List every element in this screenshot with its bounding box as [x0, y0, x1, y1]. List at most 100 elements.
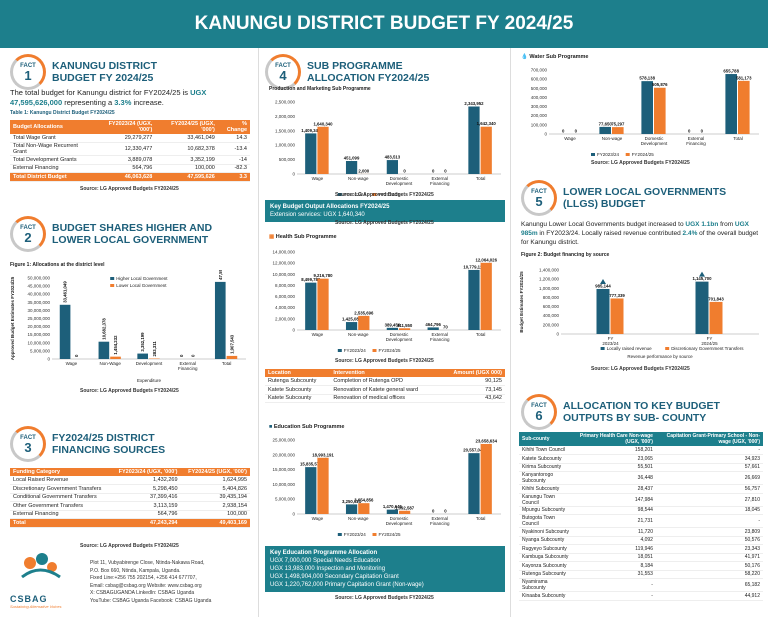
- intervention-table: Location Intervention Amount (UGX 000) Rute…: [265, 369, 505, 403]
- bar: [317, 457, 329, 514]
- table-cell: 50,576: [655, 536, 763, 545]
- table-row: Nyanga Subcounty 4,092 50,576: [519, 536, 763, 545]
- table-cell: External Financing: [10, 164, 93, 173]
- data-label: 1,092,587: [395, 505, 415, 510]
- table-cell: Renovation of Katete general ward: [330, 385, 440, 395]
- x-tick-label: Wage: [66, 361, 78, 366]
- y-tick-label: 35,000,000: [27, 300, 50, 305]
- legend-swatch: [625, 153, 630, 156]
- data-label: 2,000: [358, 168, 369, 173]
- data-label: 0: [688, 129, 691, 134]
- table-cell: Kambuga Subcounty: [519, 553, 574, 562]
- fact3-heading: FACT 3 FY2024/25 DISTRICT FINANCING SOURCE…: [10, 426, 165, 462]
- data-label: 1,640,340: [313, 121, 333, 126]
- x-tick-label: Wage: [312, 332, 324, 337]
- data-label: 1,470,645: [383, 504, 403, 509]
- table-cell: Katete Subcounty: [519, 454, 574, 464]
- table-cell: 4,092: [573, 536, 656, 545]
- y-tick-label: 25,000,000: [272, 438, 295, 443]
- table-cell: Rutenga Subcounty: [265, 377, 331, 386]
- table-row: Kambuga Subcounty 18,051 41,971: [519, 553, 763, 562]
- fig1-chart: 0 5,000,000 10,000,000 15,000,000 20,000,000…: [6, 270, 252, 385]
- table-cell: 65,182: [655, 578, 763, 592]
- bar: [654, 87, 666, 134]
- y-tick-label: 15,000,000: [27, 332, 50, 337]
- data-label: 0: [444, 169, 447, 174]
- y-tick-label: 100,000: [531, 122, 548, 127]
- edu-source: Source: LG Approved Budgets FY2024/25: [335, 595, 434, 601]
- csbag-logo: CSBAG Sustaining Alternative Voices: [10, 547, 90, 609]
- data-label: 10,779,116: [463, 264, 485, 269]
- legend-swatch: [591, 153, 595, 156]
- x-tick-label: Domestic: [645, 136, 665, 141]
- y-tick-label: 1,500,000: [275, 128, 296, 133]
- table-cell: 29,279,277: [92, 134, 156, 143]
- table-cell: 14.3: [217, 134, 250, 143]
- y-tick-label: 6,000,000: [275, 294, 296, 299]
- data-label: 464,796: [425, 322, 441, 327]
- table-row: Kihihi Subcounty 28,437 56,757: [519, 484, 763, 494]
- table-cell: 18,051: [573, 553, 656, 562]
- y-tick-label: 0: [47, 357, 50, 362]
- data-label: 70: [443, 324, 448, 329]
- legend-swatch: [110, 277, 115, 280]
- y-tick-label: 1,200,000: [539, 277, 560, 282]
- y-tick-label: 2,500,000: [275, 100, 296, 105]
- health-chart: 0 2,000,000 4,000,000 6,000,000 8,000,000 10,…: [263, 242, 507, 356]
- table-cell: Butogota Town Council: [519, 514, 574, 528]
- bar: [709, 301, 723, 334]
- bar: [468, 269, 480, 330]
- bar: [695, 281, 709, 334]
- table-header: Sub-county: [519, 432, 574, 446]
- data-label: 9,216,780: [313, 273, 333, 278]
- table-cell: 41,971: [655, 553, 763, 562]
- prod-title: Production and Marketing Sub Programme: [269, 86, 371, 92]
- bar: [738, 80, 750, 134]
- data-label: 985,144: [595, 283, 611, 288]
- y-tick-label: 14,000,000: [272, 250, 295, 255]
- water-chart: 0 100,000 200,000 300,000 400,000 500,000 600,…: [515, 60, 765, 160]
- y-tick-label: 20,000,000: [272, 452, 295, 457]
- x-tick-label: Wage: [564, 136, 576, 141]
- x-tick-label: Total: [476, 516, 486, 521]
- x-tick-label: Wage: [312, 516, 324, 521]
- x-axis-label: Expenditure: [137, 378, 162, 383]
- fact2-heading: FACT 2 BUDGET SHARES HIGHER AND LOWER LOCA…: [10, 216, 212, 252]
- table-cell: 100,000: [155, 164, 218, 173]
- table-header: Primary Health Care Non-wage (UGX, '000'…: [573, 432, 656, 446]
- bar: [480, 443, 492, 514]
- table-cell: 12,330,477: [92, 142, 156, 156]
- table1-caption: Table 1: Kanungu District Budget FY2024/…: [10, 110, 115, 116]
- table-cell: -: [573, 591, 656, 601]
- data-label: 23,658,634: [475, 438, 497, 443]
- table-row: Kanyantorogo Subcounty 36,448 26,669: [519, 471, 763, 485]
- table-cell: Completion of Rutenga OPD: [330, 377, 440, 386]
- table-cell: 11,720: [573, 527, 656, 537]
- table-header: FY2023/24 (UGX, '000'): [92, 120, 156, 134]
- table-cell: 33,461,049: [155, 134, 218, 143]
- x-tick-label: Domestic: [390, 332, 410, 337]
- data-label: 1,642,340: [477, 121, 497, 126]
- table-row: Nyamirama Subcounty -65,182: [519, 578, 763, 592]
- bar: [610, 298, 624, 334]
- y-tick-label: 400,000: [543, 313, 560, 318]
- y-tick-label: 50,000,000: [27, 276, 50, 281]
- table-cell: 100,000: [180, 510, 250, 519]
- table-row: Rutenga Subcounty 31,553 58,220: [519, 570, 763, 579]
- table-cell: 8,184: [573, 561, 656, 571]
- data-label: 655,788: [723, 69, 739, 74]
- table-cell: 28,437: [573, 484, 656, 494]
- table-cell: -: [573, 578, 656, 592]
- y-tick-label: 12,000,000: [272, 261, 295, 266]
- bar: [725, 74, 737, 134]
- data-label: 0: [403, 169, 406, 174]
- fact1-source: Source: LG Approved Budgets FY2024/25: [80, 186, 179, 192]
- health-title: ▦ Health Sub Programme: [269, 234, 337, 240]
- bar: [345, 322, 358, 330]
- subcounty-table: Sub-county Primary Health Care Non-wage (…: [519, 432, 763, 601]
- table-cell: 564,796: [111, 510, 181, 519]
- water-source: Source: LG Approved Budgets FY2024/25: [591, 160, 690, 166]
- table-cell: 23,343: [655, 544, 763, 554]
- x-tick-label: Non-wage: [348, 516, 369, 521]
- x-tick-label: Development: [386, 181, 413, 186]
